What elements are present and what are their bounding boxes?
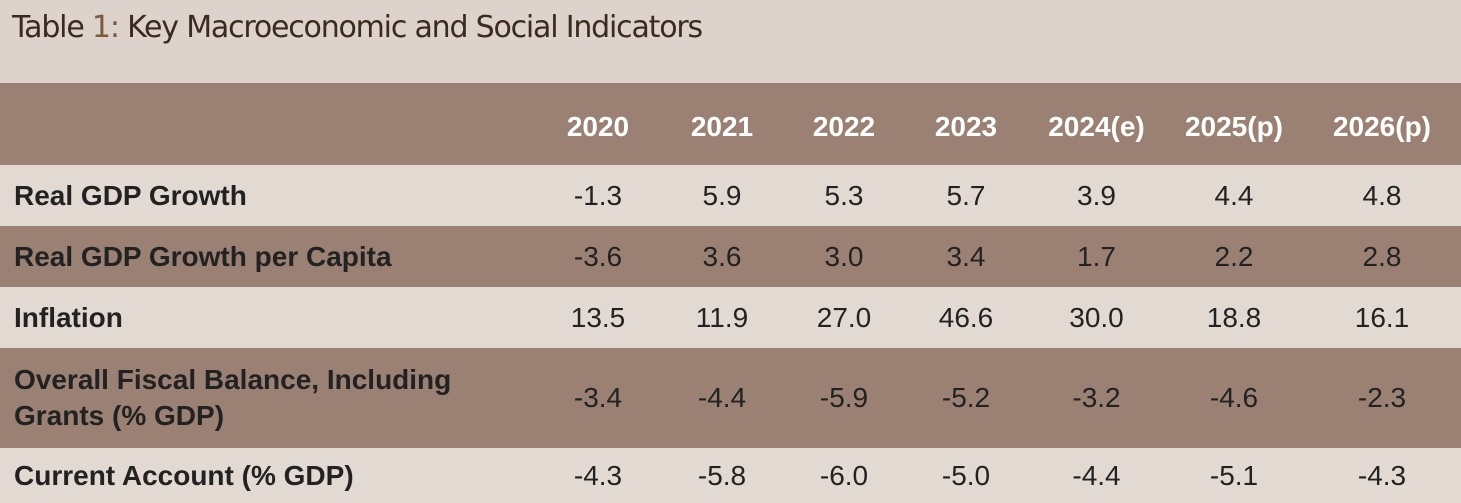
header-year: 2021 — [690, 111, 754, 142]
table-title: Table 1: Key Macroeconomic and Social In… — [12, 8, 703, 48]
table-cell: 5.3 — [824, 179, 864, 211]
table-cell: -4.4 — [697, 382, 747, 413]
table-cell: 1.7 — [1077, 240, 1116, 272]
header-year: 2022 — [812, 111, 876, 142]
table-cell: -4.4 — [1072, 459, 1121, 491]
header-year: 2025(p) — [1184, 111, 1284, 142]
table-cell: -5.1 — [1209, 459, 1259, 491]
indicators-table: 2020 2021 2022 2023 2024(e) 2025(p) 2026… — [0, 83, 1461, 503]
table-cell: 3.9 — [1077, 179, 1116, 211]
table-cell: 27.0 — [816, 301, 872, 333]
table-cell: 11.9 — [695, 301, 749, 333]
table-row: Real GDP Growth -1.3 5.9 5.3 5.7 3.9 4.4… — [0, 165, 1461, 226]
table-row: Inflation 13.5 11.9 27.0 46.6 30.0 18.8 … — [0, 287, 1461, 348]
table-cell: -1.3 — [573, 179, 623, 211]
table-cell: -4.3 — [1357, 459, 1407, 491]
row-label: Real GDP Growth per Capita — [14, 240, 392, 272]
table-cell: -5.9 — [819, 382, 869, 413]
title-text: Key Macroeconomic and Social Indicators — [118, 10, 703, 45]
table-cell: 4.8 — [1362, 179, 1402, 211]
title-prefix: Table — [12, 10, 92, 45]
title-number: 1 — [91, 10, 111, 45]
table-cell: 3.6 — [702, 240, 742, 272]
table-cell: -5.2 — [941, 382, 991, 413]
table-cell: 30.0 — [1069, 301, 1124, 333]
table-cell: -3.2 — [1072, 382, 1121, 413]
table-row: Overall Fiscal Balance, Including Grants… — [0, 348, 1461, 448]
header-year: 2020 — [566, 111, 630, 142]
header-year: 2023 — [934, 111, 998, 142]
table-cell: -6.0 — [819, 459, 869, 491]
table-cell: 18.8 — [1206, 301, 1262, 333]
row-label: Overall Fiscal Balance, Including Grants… — [14, 364, 452, 431]
row-label: Current Account (% GDP) — [14, 459, 354, 491]
table-cell: 3.0 — [824, 240, 864, 272]
table-cell: 46.6 — [938, 301, 994, 333]
header-year: 2026(p) — [1332, 111, 1432, 142]
table-cell: 3.4 — [946, 240, 986, 272]
table-cell: 5.7 — [946, 179, 986, 211]
table-cell: 16.1 — [1354, 301, 1410, 333]
table-cell: -4.6 — [1209, 382, 1259, 413]
table-row: Real GDP Growth per Capita -3.6 3.6 3.0 … — [0, 226, 1461, 287]
table-row: Current Account (% GDP) -4.3 -5.8 -6.0 -… — [0, 448, 1461, 503]
table-cell: 4.4 — [1214, 179, 1254, 211]
table-cell: 2.2 — [1214, 240, 1254, 272]
table-cell: 13.5 — [570, 301, 626, 333]
table-cell: -3.4 — [573, 382, 623, 413]
row-label: Real GDP Growth — [14, 179, 247, 211]
title-colon: : — [109, 10, 120, 45]
table-cell: -4.3 — [573, 459, 623, 491]
table-cell: 2.8 — [1362, 240, 1402, 272]
table-cell: -3.6 — [573, 240, 623, 272]
header-row: 2020 2021 2022 2023 2024(e) 2025(p) 2026… — [0, 83, 1461, 165]
header-label-cell — [0, 83, 536, 165]
table-cell: -2.3 — [1357, 382, 1407, 413]
table-cell: -5.0 — [941, 459, 991, 491]
table-cell: -5.8 — [697, 459, 747, 491]
row-label: Inflation — [14, 301, 123, 333]
header-year: 2024(e) — [1048, 111, 1145, 142]
table-cell: 5.9 — [702, 179, 742, 211]
